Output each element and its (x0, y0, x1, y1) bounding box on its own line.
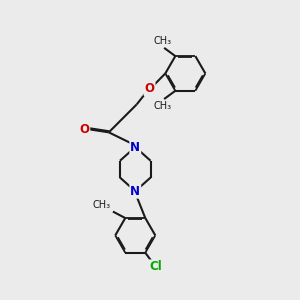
Text: N: N (130, 185, 140, 198)
Text: CH₃: CH₃ (154, 35, 172, 46)
Text: O: O (79, 123, 89, 136)
Text: O: O (145, 82, 154, 95)
Text: CH₃: CH₃ (92, 200, 110, 210)
Text: CH₃: CH₃ (154, 101, 172, 111)
Text: Cl: Cl (149, 260, 162, 273)
Text: N: N (130, 141, 140, 154)
